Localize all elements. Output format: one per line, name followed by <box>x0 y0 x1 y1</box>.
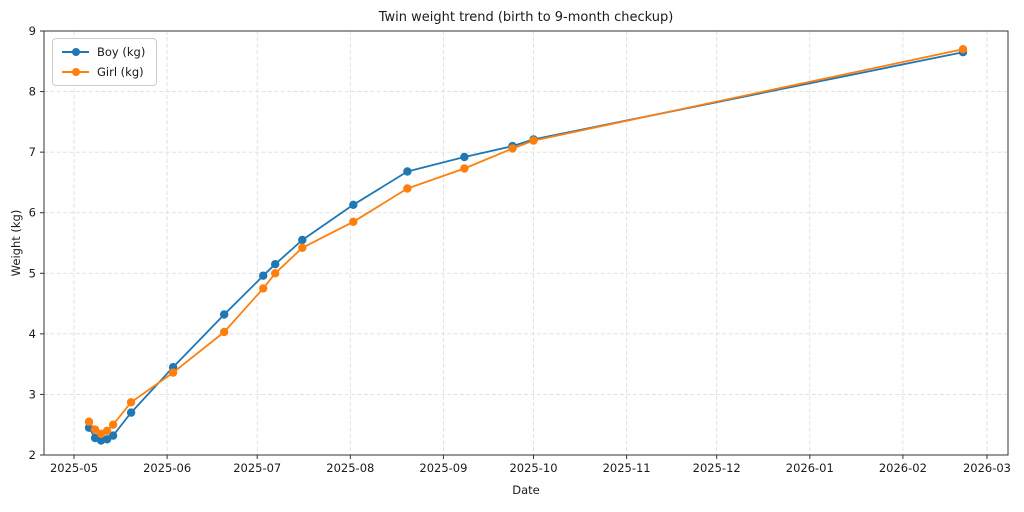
x-tick-label: 2025-09 <box>419 461 467 475</box>
x-tick-label: 2025-06 <box>143 461 191 475</box>
legend-label-boy: Boy (kg) <box>97 45 146 59</box>
legend-item-boy: Boy (kg) <box>62 45 145 59</box>
boy-data-point <box>349 200 358 209</box>
boy-series-line <box>88 51 964 442</box>
legend-line-marker-icon <box>62 48 89 57</box>
girl-data-point <box>958 45 968 54</box>
girl-data-point <box>460 164 469 173</box>
x-tick-label: 2026-03 <box>963 461 1011 475</box>
boy-data-point <box>259 271 268 280</box>
legend: Boy (kg) Girl (kg) <box>52 38 158 86</box>
boy-data-point <box>102 435 112 444</box>
legend-label-girl: Girl (kg) <box>97 65 144 79</box>
x-tick-label: 2025-05 <box>50 461 98 475</box>
girl-data-point <box>220 327 229 337</box>
x-tick-label: 2025-08 <box>326 461 374 475</box>
girl-data-point <box>84 417 94 426</box>
y-axis-label: Weight (kg) <box>9 209 23 277</box>
y-tick-label: 6 <box>29 206 36 220</box>
girl-data-point <box>508 144 517 153</box>
plot-border <box>43 30 1009 456</box>
boy-data-point <box>403 167 412 176</box>
boy-data-point <box>460 152 469 162</box>
girl-data-point <box>271 269 280 278</box>
boy-data-point <box>298 235 307 245</box>
y-tick-label: 9 <box>29 24 36 38</box>
x-tick-label: 2026-02 <box>879 461 927 475</box>
girl-data-point <box>126 398 136 407</box>
girl-data-point <box>298 243 307 252</box>
chart-title: Twin weight trend (birth to 9-month chec… <box>378 10 674 25</box>
y-tick-label: 8 <box>29 85 36 99</box>
boy-data-point <box>108 431 118 440</box>
legend-item-girl: Girl (kg) <box>62 65 145 79</box>
y-tick-label: 5 <box>29 266 36 280</box>
x-tick-label: 2025-10 <box>509 461 557 475</box>
girl-data-point <box>259 284 268 293</box>
legend-line-marker-icon <box>62 68 89 77</box>
boy-data-point <box>271 260 280 269</box>
girl-data-point <box>403 184 412 193</box>
x-tick-label: 2026-01 <box>786 461 834 475</box>
y-tick-label: 4 <box>29 327 36 341</box>
x-tick-label: 2025-12 <box>693 461 741 475</box>
girl-data-point <box>349 217 358 226</box>
y-tick-label: 3 <box>29 387 36 401</box>
boy-data-point <box>126 408 136 417</box>
girl-data-point <box>529 136 538 145</box>
girl-data-point <box>108 420 118 429</box>
girl-data-point <box>90 425 100 434</box>
x-tick-label: 2025-11 <box>603 461 651 475</box>
girl-data-point <box>168 368 178 377</box>
y-tick-label: 7 <box>29 145 36 159</box>
girl-data-point <box>102 426 112 435</box>
x-tick-label: 2025-07 <box>233 461 281 475</box>
y-tick-label: 2 <box>29 448 36 462</box>
girl-series-line <box>88 48 964 435</box>
x-axis-label: Date <box>512 483 540 497</box>
boy-data-point <box>220 310 229 319</box>
